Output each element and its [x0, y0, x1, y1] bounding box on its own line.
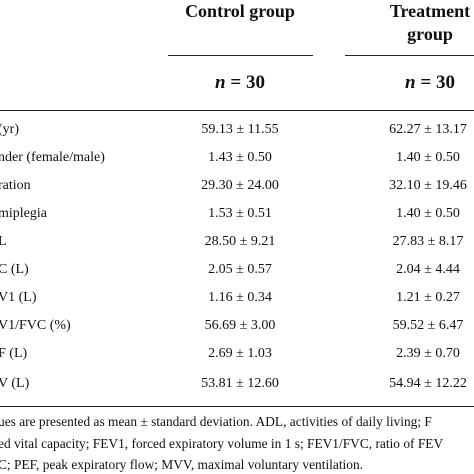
control-value: 29.30 ± 24.00	[201, 178, 279, 193]
control-value: 1.16 ± 0.34	[208, 290, 272, 305]
treatment-value: 1.40 ± 0.50	[396, 150, 460, 165]
table-bottom-rule	[0, 406, 474, 407]
control-n: n = 30	[215, 72, 265, 93]
control-value: 56.69 ± 3.00	[204, 318, 276, 333]
treatment-value: 1.21 ± 0.27	[396, 290, 460, 305]
row-label: L	[0, 234, 7, 249]
row-label: F (L)	[0, 346, 28, 361]
treatment-value: 1.40 ± 0.50	[396, 206, 460, 221]
treatment-value: 2.39 ± 0.70	[396, 346, 460, 361]
treatment-value: 59.52 ± 6.47	[392, 318, 464, 333]
row-label: C (L)	[0, 262, 29, 277]
control-value: 1.53 ± 0.51	[208, 206, 272, 221]
treatment-value: 32.10 ± 19.46	[389, 178, 467, 193]
treatment-value: 2.04 ± 4.44	[396, 262, 460, 277]
header-bottom-rule	[0, 110, 474, 111]
control-value: 2.69 ± 1.03	[208, 346, 272, 361]
row-label: V1/FVC (%)	[0, 318, 71, 333]
control-value: 53.81 ± 12.60	[201, 376, 279, 391]
footnote-line-3: C; PEF, peak expiratory flow; MVV, maxim…	[0, 457, 364, 472]
treatment-value: 54.94 ± 12.22	[389, 376, 467, 391]
row-label: V (L)	[0, 376, 30, 391]
control-value: 59.13 ± 11.55	[201, 122, 279, 137]
treatment-group-header-line2: group	[407, 24, 453, 44]
treatment-value: 62.27 ± 13.17	[389, 122, 467, 137]
row-label: nder (female/male)	[0, 150, 105, 165]
row-label: (yr)	[0, 122, 19, 137]
control-group-header: Control group	[185, 1, 295, 21]
treatment-n: n = 30	[405, 72, 455, 93]
control-value: 2.05 ± 0.57	[208, 262, 272, 277]
control-header-rule	[168, 55, 313, 56]
footnote-line-1: ues are presented as mean ± standard dev…	[0, 414, 432, 429]
control-value: 28.50 ± 9.21	[204, 234, 276, 249]
control-value: 1.43 ± 0.50	[208, 150, 272, 165]
row-label: ration	[0, 178, 31, 193]
row-label: V1 (L)	[0, 290, 37, 305]
row-label: miplegia	[0, 206, 47, 221]
footnote-line-2: ed vital capacity; FEV1, forced expirato…	[0, 436, 444, 451]
treatment-header-rule	[345, 55, 474, 56]
treatment-group-header-line1: Treatment	[389, 1, 471, 21]
treatment-value: 27.83 ± 8.17	[392, 234, 464, 249]
